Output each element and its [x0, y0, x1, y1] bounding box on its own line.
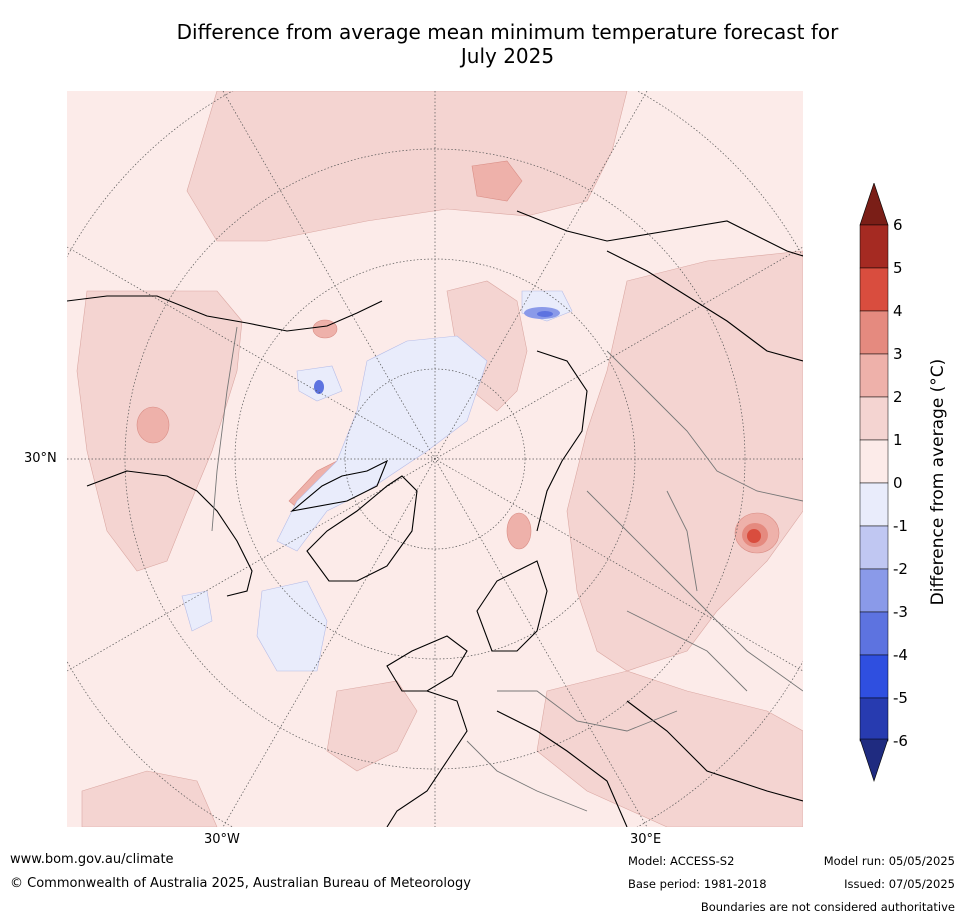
title-line-1: Difference from average mean minimum tem… — [176, 20, 839, 44]
colorbar-bin — [859, 439, 889, 484]
colorbar-bin — [859, 353, 889, 398]
anomaly-hotspot — [742, 523, 768, 547]
colorbar-tick-label: 5 — [893, 259, 903, 277]
colorbar-bin — [859, 310, 889, 355]
colorbar-tick-label: -6 — [893, 732, 908, 750]
title-line-2: July 2025 — [460, 44, 555, 68]
colorbar-tick-label: 2 — [893, 388, 903, 406]
colorbar-bins — [859, 224, 889, 742]
longitude-label-30e: 30°E — [630, 832, 662, 847]
footer-website: www.bom.gov.au/climate — [10, 852, 174, 867]
colorbar-bin — [859, 611, 889, 656]
coastlines — [67, 210, 803, 827]
colorbar-label: Difference from average (°C) — [928, 358, 948, 606]
footer-disclaimer: Boundaries are not considered authoritat… — [700, 900, 955, 914]
colorbar-tick-label: 1 — [893, 431, 903, 449]
colorbar-under-arrow — [859, 738, 889, 782]
footer-copyright: © Commonwealth of Australia 2025, Austra… — [10, 876, 471, 891]
forecast-map — [67, 91, 803, 827]
colorbar-tick-label: 6 — [893, 216, 903, 234]
colorbar-bin — [859, 654, 889, 699]
anomaly-strong-negative — [314, 307, 560, 394]
anomaly-1-2-regions — [76, 91, 803, 827]
colorbar-tick-label: -3 — [893, 603, 908, 621]
colorbar-tick-label: -4 — [893, 646, 908, 664]
colorbar — [859, 183, 889, 782]
colorbar-tick-label: 3 — [893, 345, 903, 363]
colorbar-tick-label: -2 — [893, 560, 908, 578]
longitude-label-30w: 30°W — [204, 832, 240, 847]
colorbar-tick-label: 0 — [893, 474, 903, 492]
colorbar-bin — [859, 224, 889, 269]
colorbar-tick-label: -5 — [893, 689, 908, 707]
map-canvas — [67, 91, 803, 827]
graticule — [67, 91, 803, 827]
colorbar-bin — [859, 396, 889, 441]
colorbar-tick-label: -1 — [893, 517, 908, 535]
map-title: Difference from average mean minimum tem… — [50, 20, 965, 68]
colorbar-bin — [859, 482, 889, 527]
colorbar-over-arrow — [859, 183, 889, 226]
country-borders — [211, 326, 803, 812]
footer-issued: Issued: 07/05/2025 — [844, 877, 955, 891]
colorbar-bin — [859, 267, 889, 312]
footer-base-period: Base period: 1981-2018 — [628, 877, 767, 891]
colorbar-bin — [859, 525, 889, 570]
footer-model: Model: ACCESS-S2 — [628, 854, 735, 868]
colorbar-tick-label: 4 — [893, 302, 903, 320]
latitude-label-30n: 30°N — [24, 451, 57, 466]
colorbar-bin — [859, 568, 889, 613]
anomaly-negative-regions — [181, 290, 573, 672]
colorbar-bin — [859, 697, 889, 742]
footer-model-run: Model run: 05/05/2025 — [823, 854, 955, 868]
